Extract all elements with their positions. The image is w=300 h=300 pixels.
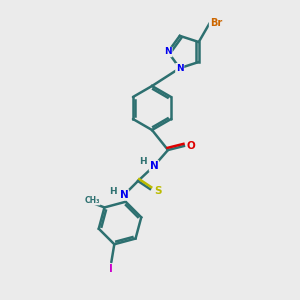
Text: O: O: [187, 141, 195, 151]
Text: N: N: [120, 190, 128, 200]
Text: H: H: [109, 188, 117, 196]
Text: Br: Br: [210, 18, 222, 28]
Text: N: N: [150, 161, 158, 171]
Text: N: N: [176, 64, 184, 73]
Text: I: I: [110, 264, 113, 274]
Text: CH₃: CH₃: [84, 196, 100, 205]
Text: N: N: [164, 47, 172, 56]
Text: H: H: [139, 158, 147, 166]
Text: S: S: [154, 186, 162, 196]
